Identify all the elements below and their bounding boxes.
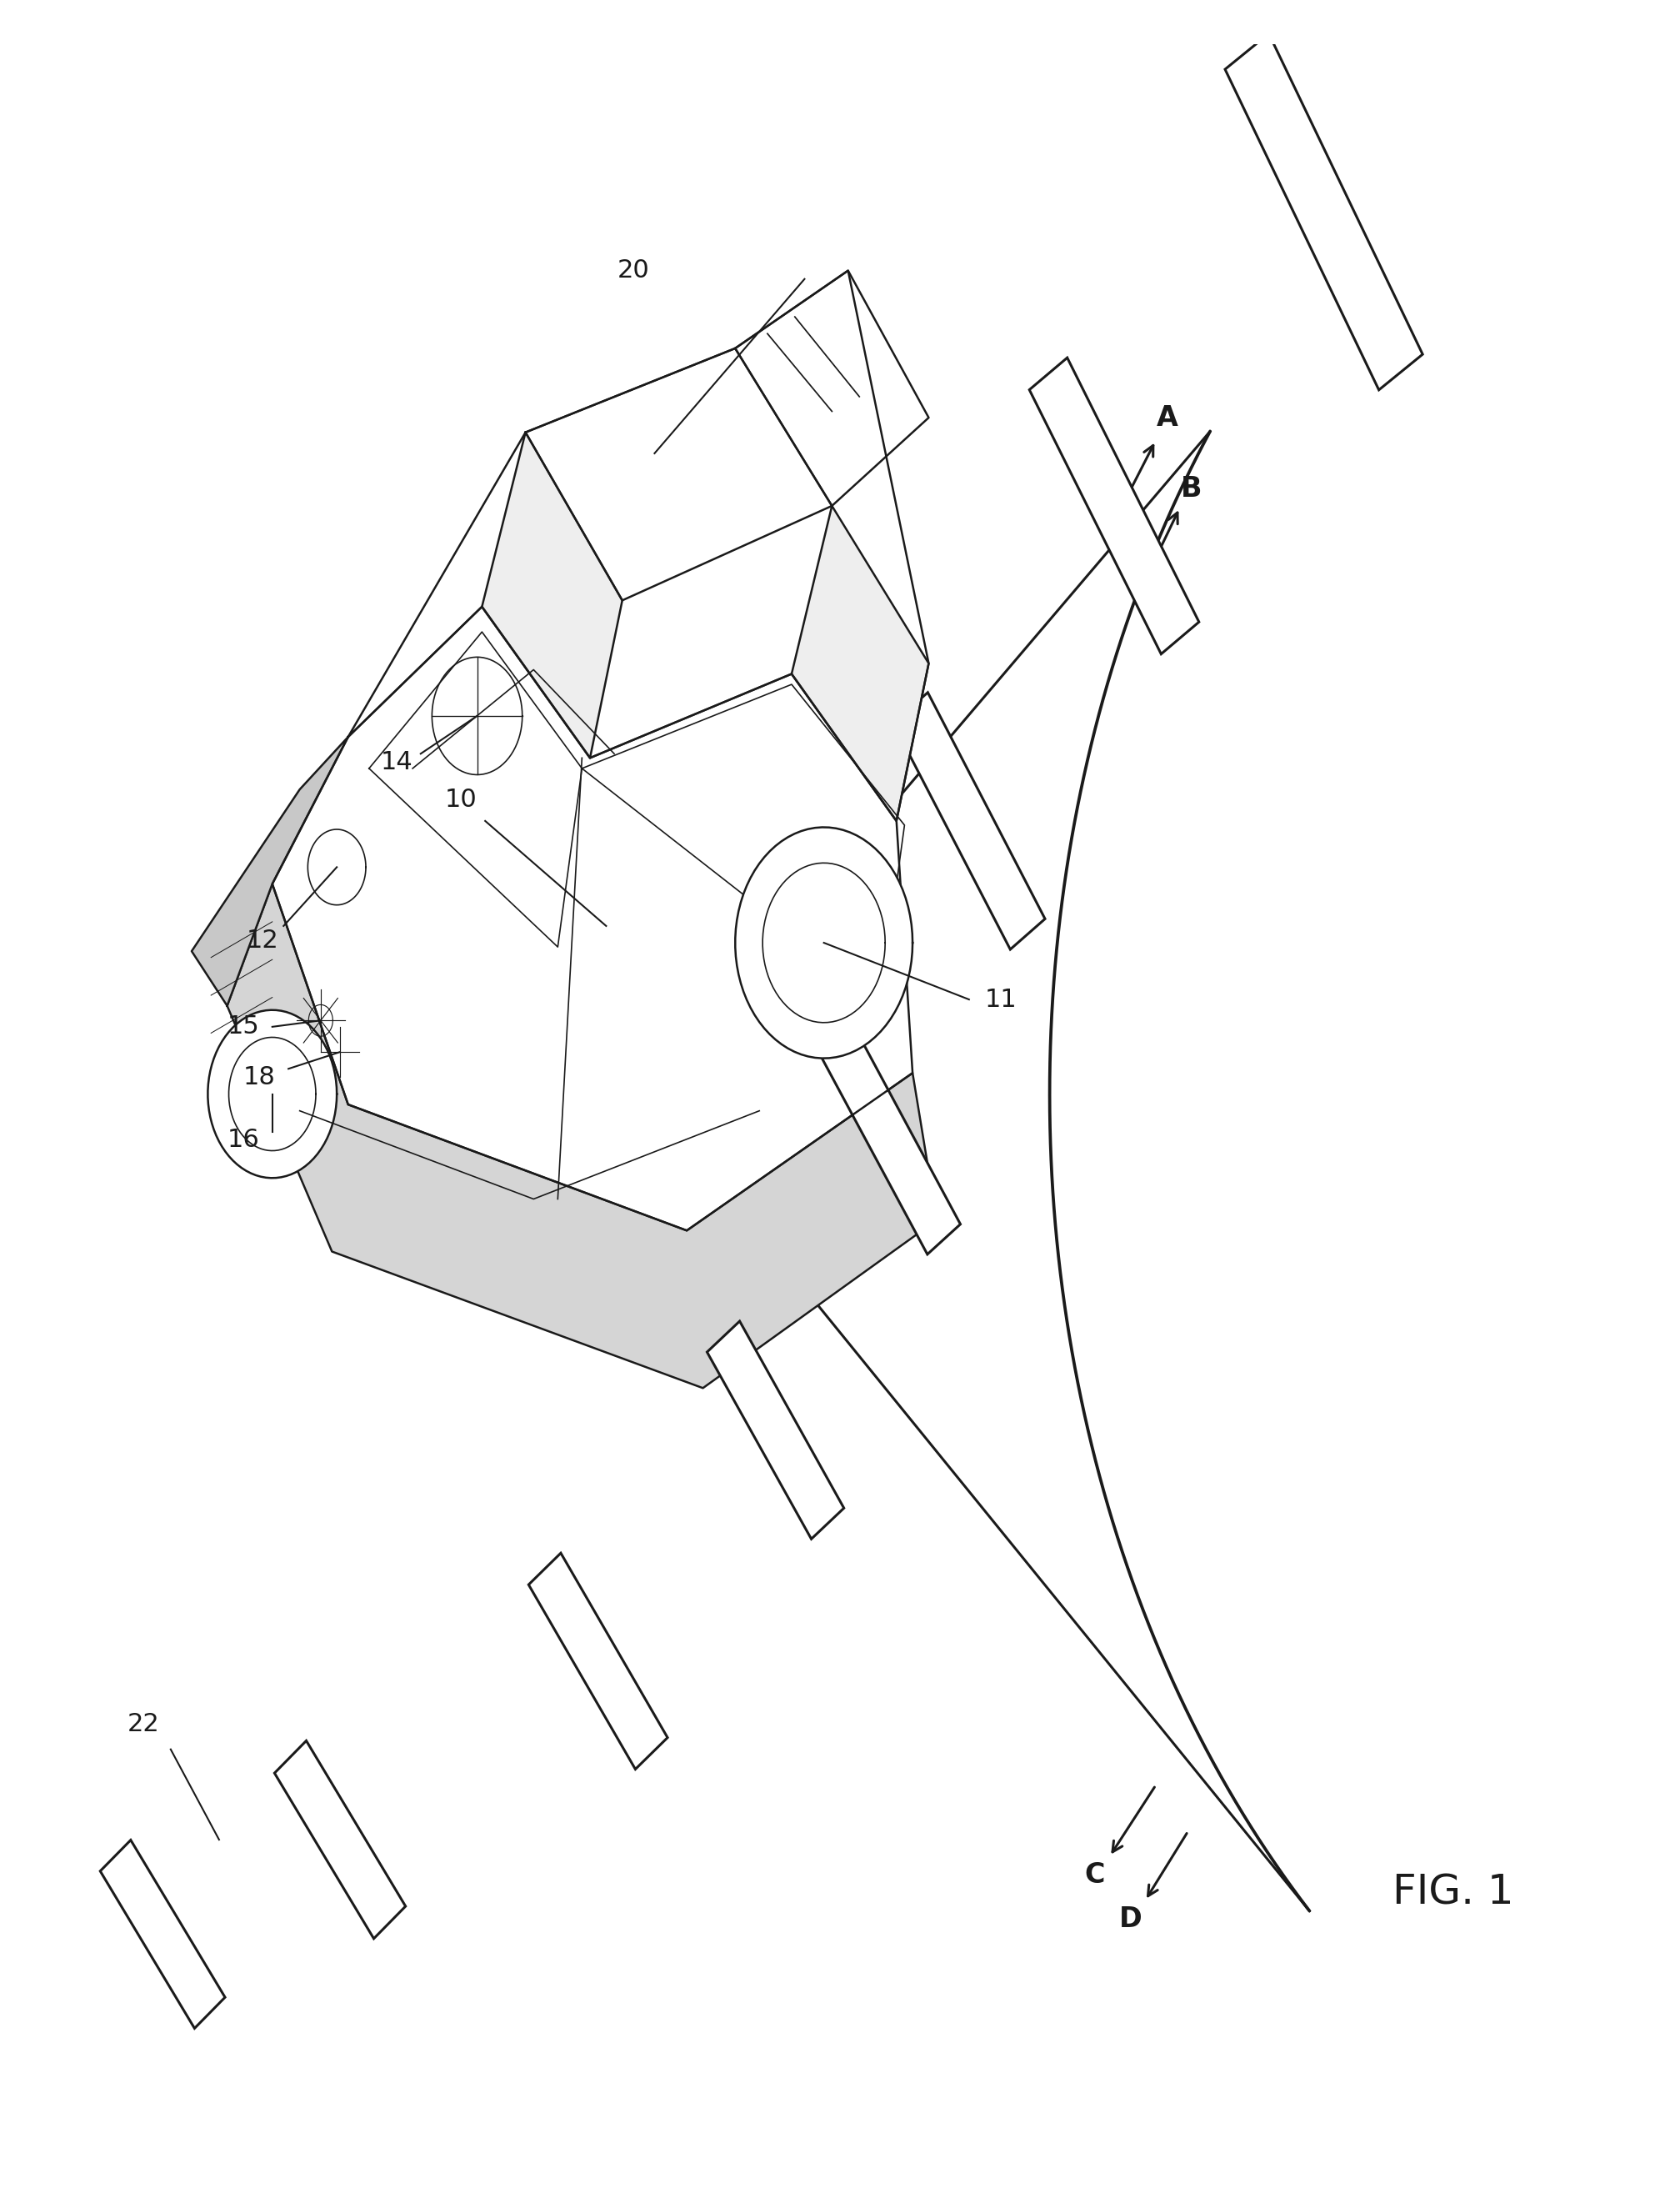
- Text: 10: 10: [445, 788, 477, 812]
- Polygon shape: [227, 884, 937, 1387]
- Text: 22: 22: [128, 1711, 160, 1737]
- Polygon shape: [707, 1322, 843, 1538]
- Polygon shape: [274, 1742, 405, 1939]
- Text: B: B: [1181, 475, 1203, 503]
- Polygon shape: [736, 271, 929, 505]
- Polygon shape: [1030, 357, 1200, 654]
- Text: 14: 14: [380, 750, 413, 775]
- Polygon shape: [272, 606, 912, 1230]
- Polygon shape: [526, 348, 832, 600]
- Text: 11: 11: [984, 987, 1018, 1011]
- Polygon shape: [1225, 33, 1423, 389]
- Text: 12: 12: [247, 928, 279, 952]
- Polygon shape: [736, 827, 912, 1059]
- Polygon shape: [192, 737, 348, 1006]
- Polygon shape: [482, 433, 622, 757]
- Text: FIG. 1: FIG. 1: [1393, 1873, 1514, 1912]
- Text: A: A: [1156, 405, 1178, 431]
- Text: D: D: [1119, 1906, 1142, 1934]
- Text: 18: 18: [244, 1066, 276, 1090]
- Polygon shape: [101, 1840, 225, 2028]
- Text: 15: 15: [227, 1015, 259, 1039]
- Polygon shape: [348, 271, 929, 820]
- Polygon shape: [529, 1553, 667, 1770]
- Text: C: C: [1085, 1862, 1105, 1888]
- Polygon shape: [208, 1011, 336, 1177]
- Polygon shape: [791, 505, 929, 820]
- Polygon shape: [816, 1017, 961, 1254]
- Text: 20: 20: [618, 258, 650, 282]
- Polygon shape: [894, 691, 1045, 950]
- Text: 16: 16: [227, 1129, 259, 1153]
